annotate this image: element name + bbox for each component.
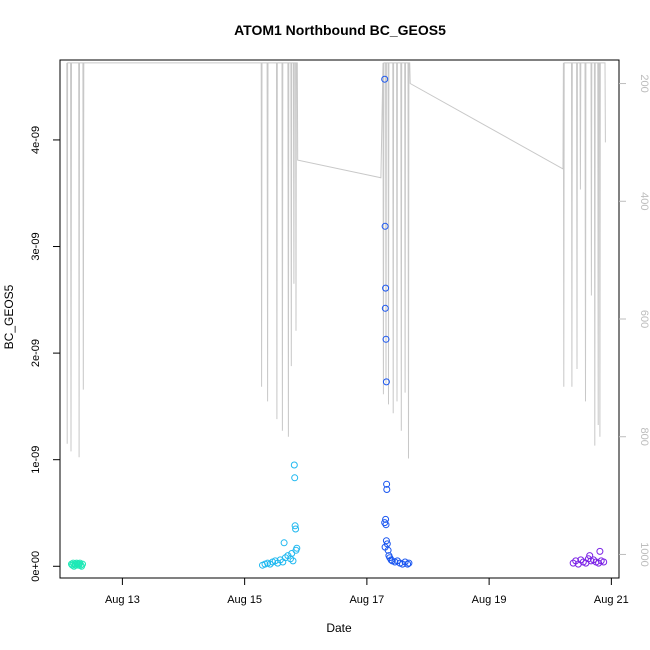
data-point (596, 547, 604, 555)
data-point (600, 558, 608, 566)
series-3 (381, 75, 413, 568)
y-tick-label: 0e+00 (30, 551, 42, 582)
data-point (289, 557, 297, 565)
data-point (381, 75, 389, 83)
x-tick-label: Aug 17 (349, 594, 384, 606)
data-point (383, 486, 391, 493)
data-point (79, 560, 86, 568)
y-axis-title: BC_GEOS5 (2, 284, 16, 349)
data-point (382, 284, 390, 292)
data-point (382, 537, 390, 545)
y2-tick-label: 600 (638, 310, 650, 328)
x-axis-title: Date (326, 621, 352, 635)
data-point (381, 304, 389, 312)
data-point (382, 521, 390, 529)
data-point (292, 525, 300, 533)
y-tick-label: 4e-09 (30, 126, 42, 154)
data-point (405, 559, 413, 567)
data-point (404, 560, 412, 568)
x-tick-label: Aug 13 (105, 594, 140, 606)
altitude-trace-line (66, 62, 606, 459)
data-point (290, 461, 298, 469)
axes-layer: Aug 13 Aug 15 Aug 17 Aug 19 Aug 21 0e+00 1e-09… (30, 59, 650, 606)
data-point (77, 561, 85, 569)
data-point (383, 480, 391, 488)
y2-tick-label: 800 (638, 428, 650, 446)
y2-tick-label: 400 (638, 192, 650, 210)
series-1 (68, 559, 86, 570)
plot-frame (59, 59, 620, 579)
series-4 (569, 547, 608, 568)
x-tick-label: Aug 19 (472, 594, 507, 606)
x-tick-label: Aug 21 (594, 594, 629, 606)
data-point (381, 222, 389, 230)
x-tick-label: Aug 15 (227, 594, 262, 606)
data-point (382, 335, 390, 343)
y2-tick-label: 200 (638, 74, 650, 92)
data-point (384, 546, 392, 554)
data-point (382, 515, 390, 523)
plot-layer (66, 62, 608, 570)
data-point (291, 474, 299, 482)
data-point (293, 544, 301, 552)
y2-tick-label: 1000 (638, 542, 650, 566)
y-tick-label: 2e-09 (30, 339, 42, 367)
plot-area (66, 62, 608, 570)
data-point (74, 561, 82, 569)
data-point (280, 539, 288, 547)
y-tick-label: 3e-09 (30, 232, 42, 260)
y-tick-label: 1e-09 (30, 446, 42, 474)
chart-title: ATOM1 Northbound BC_GEOS5 (234, 22, 446, 38)
data-point (291, 522, 299, 530)
data-point (382, 378, 390, 386)
series-2 (259, 461, 301, 569)
